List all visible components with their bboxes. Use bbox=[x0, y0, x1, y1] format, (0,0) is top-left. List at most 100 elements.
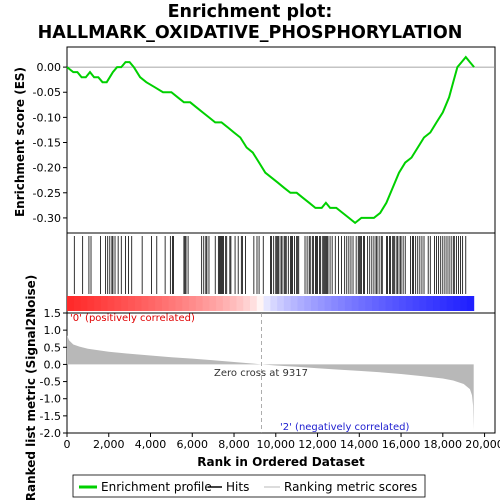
color-strip-segment bbox=[216, 296, 224, 311]
es-y-axis-label: Enrichment score (ES) bbox=[13, 67, 27, 217]
zero-cross-label: Zero cross at 9317 bbox=[214, 368, 308, 379]
es-y-tick-label: 0.00 bbox=[37, 61, 62, 74]
color-strip-segment bbox=[365, 296, 373, 311]
color-strip-segment bbox=[460, 296, 468, 311]
es-y-tick-label: -0.20 bbox=[33, 162, 61, 175]
color-strip-segment bbox=[290, 296, 298, 311]
negative-correlation-label: '2' (negatively correlated) bbox=[280, 422, 409, 433]
legend-hits-label: Hits bbox=[226, 480, 249, 494]
color-strip-segment bbox=[67, 296, 75, 311]
color-strip-segment bbox=[392, 296, 400, 311]
chart-title: Enrichment plot: HALLMARK_OXIDATIVE_PHOS… bbox=[0, 2, 500, 44]
metric-y-tick-label: -0.5 bbox=[40, 376, 61, 389]
color-strip-segment bbox=[351, 296, 359, 311]
enrichment-profile-line bbox=[66, 55, 475, 225]
color-strip-segment bbox=[338, 296, 346, 311]
color-strip-segment bbox=[256, 296, 265, 311]
color-strip-segment bbox=[311, 296, 319, 311]
color-strip-segment bbox=[175, 296, 183, 311]
color-strip-segment bbox=[100, 296, 109, 311]
color-strip-segment bbox=[229, 296, 237, 311]
rank-color-strip bbox=[67, 296, 475, 311]
color-strip-segment bbox=[405, 296, 414, 311]
color-strip-segment bbox=[80, 296, 88, 311]
color-strip-segment bbox=[378, 296, 387, 311]
color-strip-segment bbox=[155, 296, 163, 311]
color-strip-segment bbox=[439, 296, 448, 311]
es-y-tick-label: -0.25 bbox=[33, 187, 61, 200]
color-strip-segment bbox=[317, 296, 326, 311]
es-y-tick-label: -0.15 bbox=[33, 137, 61, 150]
color-strip-segment bbox=[94, 296, 102, 311]
color-strip-segment bbox=[128, 296, 136, 311]
metric-y-axis: 1.5 1.0 0.5 0.0 -0.5 -1.0 -1.5 -2.0 bbox=[40, 307, 67, 440]
metric-y-tick-label: -1.0 bbox=[40, 393, 61, 406]
color-strip-segment bbox=[419, 296, 427, 311]
es-panel: 0.00 -0.05 -0.10 -0.15 -0.20 -0.25 -0.30 Enric… bbox=[13, 46, 496, 234]
metric-panel: 1.5 1.0 0.5 0.0 -0.5 -1.0 -1.5 -2.0 0 2,000 4,000… bbox=[24, 275, 500, 500]
color-strip-segment bbox=[344, 296, 353, 311]
color-strip-segment bbox=[202, 296, 210, 311]
color-strip-segment bbox=[148, 296, 156, 311]
color-strip-segment bbox=[466, 296, 475, 311]
color-strip-segment bbox=[426, 296, 434, 311]
legend-enrichment-label: Enrichment profile bbox=[101, 480, 212, 494]
x-tick-label: 4,000 bbox=[135, 438, 167, 451]
color-strip-segment bbox=[195, 296, 204, 311]
metric-y-tick-label: -1.5 bbox=[40, 410, 61, 423]
x-tick-label: 14,000 bbox=[340, 438, 379, 451]
color-strip-segment bbox=[141, 296, 149, 311]
metric-y-tick-label: 0.0 bbox=[44, 358, 62, 371]
legend-frame bbox=[72, 474, 426, 498]
ranking-metric-area bbox=[67, 335, 474, 430]
chart-title-line-1: Enrichment plot: bbox=[167, 2, 333, 22]
x-tick-label: 0 bbox=[64, 438, 71, 451]
x-tick-label: 10,000 bbox=[257, 438, 296, 451]
x-tick-label: 12,000 bbox=[298, 438, 337, 451]
color-strip-segment bbox=[87, 296, 95, 311]
color-strip-segment bbox=[412, 296, 420, 311]
color-strip-segment bbox=[222, 296, 231, 311]
x-tick-label: 18,000 bbox=[424, 438, 463, 451]
es-y-tick-label: -0.10 bbox=[33, 111, 61, 124]
color-strip-segment bbox=[134, 296, 143, 311]
legend-ranking-label: Ranking metric scores bbox=[284, 480, 417, 494]
color-strip-segment bbox=[121, 296, 129, 311]
color-strip-segment bbox=[277, 296, 285, 311]
x-tick-label: 8,000 bbox=[218, 438, 250, 451]
x-tick-label: 6,000 bbox=[177, 438, 209, 451]
color-strip-segment bbox=[236, 296, 244, 311]
positive-correlation-label: '0' (positively correlated) bbox=[70, 313, 195, 324]
color-strip-segment bbox=[372, 296, 380, 311]
color-strip-segment bbox=[399, 296, 407, 311]
color-strip-segment bbox=[161, 296, 170, 311]
color-strip-segment bbox=[358, 296, 366, 311]
hits-panel bbox=[66, 232, 496, 314]
color-strip-segment bbox=[283, 296, 292, 311]
color-strip-segment bbox=[446, 296, 454, 311]
color-strip-segment bbox=[73, 296, 82, 311]
metric-x-axis: 0 2,000 4,000 6,000 8,000 10,000 12,000 14,000 1… bbox=[64, 433, 500, 451]
metric-y-tick-label: 1.5 bbox=[44, 307, 62, 320]
x-tick-label: 20,000 bbox=[465, 438, 500, 451]
es-y-tick-label: -0.30 bbox=[33, 212, 61, 225]
metric-y-tick-label: -2.0 bbox=[40, 427, 61, 440]
chart-title-line-2: HALLMARK_OXIDATIVE_PHOSPHORYLATION bbox=[37, 23, 463, 43]
es-panel-frame bbox=[66, 46, 496, 234]
color-strip-segment bbox=[250, 296, 258, 311]
color-strip-segment bbox=[304, 296, 312, 311]
color-strip-segment bbox=[168, 296, 176, 311]
hit-lines bbox=[73, 236, 467, 294]
x-tick-label: 2,000 bbox=[93, 438, 125, 451]
metric-y-tick-label: 1.0 bbox=[44, 324, 62, 337]
color-strip-segment bbox=[331, 296, 339, 311]
es-y-axis: 0.00 -0.05 -0.10 -0.15 -0.20 -0.25 -0.30 bbox=[33, 61, 67, 225]
color-strip-segment bbox=[114, 296, 122, 311]
color-strip-segment bbox=[433, 296, 441, 311]
legend: Enrichment profile Hits Ranking metric s… bbox=[72, 474, 426, 498]
color-strip-segment bbox=[385, 296, 393, 311]
color-strip-segment bbox=[209, 296, 217, 311]
x-axis-label: Rank in Ordered Dataset bbox=[197, 455, 365, 469]
color-strip-segment bbox=[107, 296, 115, 311]
